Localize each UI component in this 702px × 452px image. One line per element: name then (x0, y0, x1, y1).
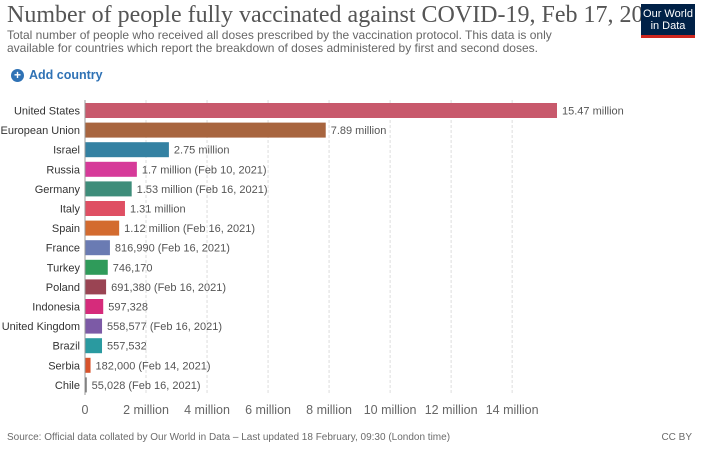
category-label[interactable]: Chile (55, 380, 80, 392)
category-label[interactable]: Spain (52, 223, 80, 235)
x-tick-label: 8 million (306, 403, 352, 417)
category-label[interactable]: Russia (46, 164, 81, 176)
value-label: 558,577 (Feb 16, 2021) (107, 321, 222, 333)
x-tick-label: 10 million (364, 403, 417, 417)
value-label: 597,328 (108, 302, 148, 314)
logo-line-2: in Data (650, 20, 686, 32)
category-label[interactable]: Brazil (52, 341, 80, 353)
value-label: 1.53 million (Feb 16, 2021) (137, 184, 268, 196)
chart-subtitle: Total number of people who received all … (7, 28, 552, 55)
x-tick-label: 12 million (425, 403, 478, 417)
add-country-button[interactable]: + Add country (11, 68, 103, 82)
bar[interactable] (85, 318, 103, 334)
x-tick-label: 14 million (486, 403, 539, 417)
category-label[interactable]: Germany (35, 184, 81, 196)
value-label: 1.31 million (130, 204, 186, 216)
category-label[interactable]: Turkey (47, 262, 81, 274)
bar[interactable] (85, 338, 103, 354)
value-label: 182,000 (Feb 14, 2021) (96, 360, 211, 372)
add-country-label: Add country (29, 68, 103, 82)
bar[interactable] (85, 240, 110, 256)
x-tick-label: 4 million (184, 403, 230, 417)
bar[interactable] (85, 220, 120, 236)
bar[interactable] (85, 377, 87, 393)
value-label: 7.89 million (331, 125, 387, 137)
bar[interactable] (85, 279, 107, 295)
source-note: Source: Official data collated by Our Wo… (7, 432, 451, 443)
logo-line-1: Our World (643, 8, 693, 20)
value-label: 1.7 million (Feb 10, 2021) (142, 164, 267, 176)
category-label[interactable]: European Union (0, 125, 80, 137)
chart-title: Number of people fully vaccinated agains… (7, 2, 668, 28)
category-label[interactable]: Serbia (48, 360, 81, 372)
owid-logo[interactable]: Our World in Data (641, 4, 695, 38)
value-label: 15.47 million (562, 106, 624, 118)
category-label[interactable]: United Kingdom (2, 321, 80, 333)
value-label: 1.12 million (Feb 16, 2021) (124, 223, 255, 235)
value-label: 816,990 (Feb 16, 2021) (115, 243, 230, 255)
category-label[interactable]: Indonesia (32, 302, 81, 314)
category-label[interactable]: United States (14, 106, 81, 118)
bar[interactable] (85, 103, 557, 118)
category-label[interactable]: France (46, 243, 80, 255)
license-link[interactable]: CC BY (661, 432, 692, 443)
bar[interactable] (85, 181, 132, 197)
bar[interactable] (85, 201, 125, 216)
x-tick-label: 2 million (123, 403, 169, 417)
bar[interactable] (85, 161, 137, 177)
value-label: 746,170 (113, 262, 153, 274)
x-tick-label: 0 (82, 403, 89, 417)
bar[interactable] (85, 259, 108, 275)
bar[interactable] (85, 299, 104, 314)
category-label[interactable]: Israel (53, 145, 80, 157)
value-label: 691,380 (Feb 16, 2021) (111, 282, 226, 294)
category-label[interactable]: Italy (60, 204, 81, 216)
bar[interactable] (85, 357, 91, 373)
plus-circle-icon: + (11, 68, 24, 82)
value-label: 557,532 (107, 341, 147, 353)
bar[interactable] (85, 142, 169, 158)
value-label: 55,028 (Feb 16, 2021) (92, 380, 201, 392)
value-label: 2.75 million (174, 145, 230, 157)
category-label[interactable]: Poland (46, 282, 80, 294)
bar[interactable] (85, 122, 326, 138)
x-tick-label: 6 million (245, 403, 291, 417)
